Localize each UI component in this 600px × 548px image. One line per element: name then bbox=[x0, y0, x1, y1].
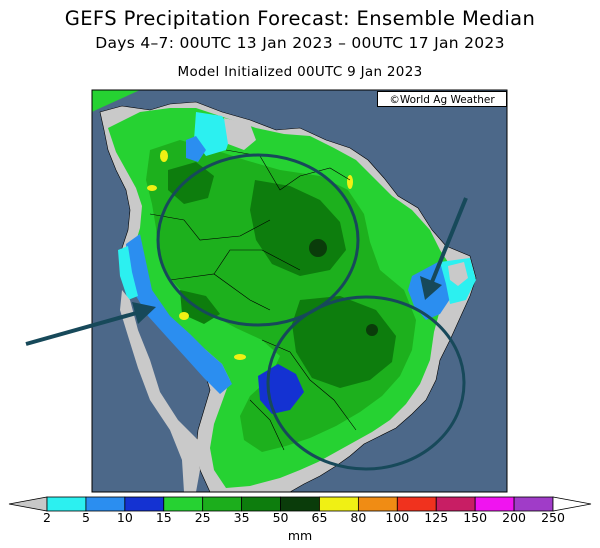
legend-tick-label: 65 bbox=[311, 510, 328, 525]
map-frame bbox=[91, 89, 508, 493]
precip-2-5mm-andes bbox=[118, 246, 138, 300]
legend-tick-label: 15 bbox=[155, 510, 172, 525]
legend-cell bbox=[396, 496, 437, 512]
annotation-arrow-right bbox=[420, 197, 468, 300]
legend-tick-label: 250 bbox=[541, 510, 565, 525]
dry-area-ne-brazil bbox=[448, 262, 468, 286]
precip-65-80mm-spot bbox=[347, 175, 353, 189]
legend-cell bbox=[513, 496, 554, 512]
model-init-time: Model Initialized 00UTC 9 Jan 2023 bbox=[177, 64, 423, 80]
precip-65-80mm-spot bbox=[179, 312, 189, 320]
legend-cell bbox=[357, 496, 398, 512]
legend-tick-label: 200 bbox=[502, 510, 526, 525]
legend-cell bbox=[8, 496, 48, 512]
legend-cell bbox=[46, 496, 87, 512]
legend-cell bbox=[319, 496, 359, 512]
legend-tick-label: 2 bbox=[43, 510, 51, 525]
precip-65-80mm-spot bbox=[160, 150, 168, 162]
legend-tick-label: 100 bbox=[385, 510, 410, 525]
legend-tick-label: 10 bbox=[116, 510, 133, 525]
legend-tick-label: 50 bbox=[272, 510, 289, 525]
legend-cell bbox=[124, 496, 165, 512]
central-america bbox=[92, 90, 140, 112]
precip-35-50mm-c bbox=[168, 162, 214, 204]
precip-65-80mm-spot bbox=[147, 185, 157, 191]
legend-cell bbox=[474, 496, 515, 512]
dry-area-pacific-coast bbox=[120, 290, 200, 492]
credit-label: ©World Ag Weather bbox=[377, 91, 507, 107]
precip-50-65mm-spot bbox=[309, 239, 327, 257]
legend-tick-label: 150 bbox=[463, 510, 488, 525]
precip-5-15mm-venezuela bbox=[186, 136, 206, 162]
legend-cell bbox=[552, 496, 592, 512]
precip-50-65mm-spot bbox=[366, 324, 378, 336]
precip-5-15mm-andes bbox=[126, 234, 232, 394]
forecast-period: Days 4–7: 00UTC 13 Jan 2023 – 00UTC 17 J… bbox=[95, 34, 505, 52]
legend-tick-label: 5 bbox=[81, 510, 90, 525]
legend-color-bar bbox=[8, 496, 592, 512]
legend-cell bbox=[241, 496, 281, 512]
annotation-arrow-left bbox=[25, 302, 156, 346]
legend-tick-label: 80 bbox=[350, 510, 367, 525]
precip-35-50mm-b bbox=[292, 296, 396, 388]
legend-cell bbox=[163, 496, 204, 512]
legend-unit-label: mm bbox=[287, 528, 313, 543]
legend-cell bbox=[85, 496, 126, 512]
legend-cell bbox=[202, 496, 243, 512]
precip-2-5mm-venezuela bbox=[194, 112, 232, 156]
legend-tick-label: 35 bbox=[233, 510, 250, 525]
legend-cell bbox=[280, 496, 320, 512]
legend-tick-label: 125 bbox=[424, 510, 449, 525]
annotation-circle-north bbox=[156, 153, 360, 327]
dry-area-venezuela bbox=[224, 118, 256, 150]
map-title: GEFS Precipitation Forecast: Ensemble Me… bbox=[64, 7, 536, 30]
annotation-circle-south bbox=[266, 295, 466, 471]
legend-tick-label: 25 bbox=[194, 510, 211, 525]
legend-cell bbox=[435, 496, 476, 512]
precip-65-80mm-spot bbox=[234, 354, 246, 360]
